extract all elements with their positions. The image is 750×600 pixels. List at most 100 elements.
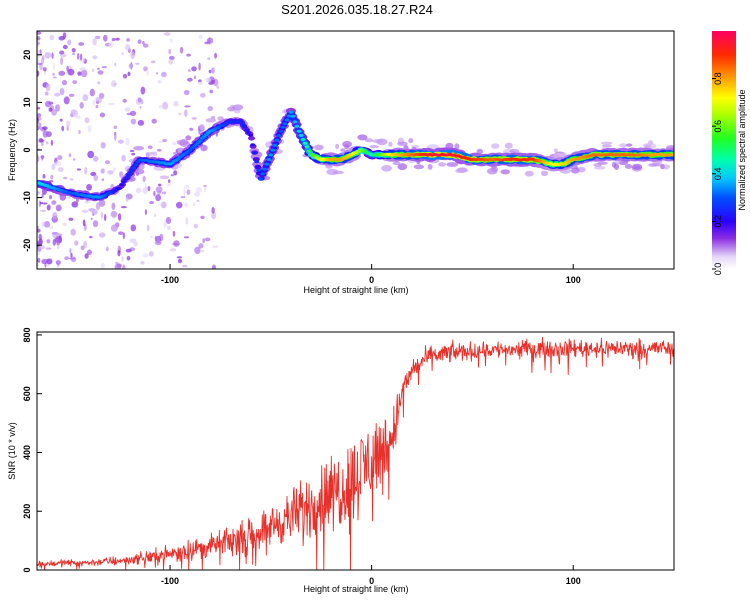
noise-speck <box>162 101 169 110</box>
noise-speck <box>92 38 97 46</box>
noise-speck <box>49 34 55 41</box>
noise-speck <box>124 107 131 112</box>
noise-speck <box>597 161 608 165</box>
ridge-mark <box>256 168 262 172</box>
noise-speck <box>70 256 77 263</box>
snr-y-label: SNR (10 * v/v) <box>7 422 17 480</box>
noise-speck <box>413 164 425 170</box>
noise-speck <box>117 250 121 257</box>
noise-speck <box>39 139 45 142</box>
noise-speck <box>71 48 76 53</box>
noise-speck <box>37 62 43 66</box>
noise-speck <box>100 262 105 269</box>
noise-speck <box>156 149 162 152</box>
ridge-mark <box>129 169 135 173</box>
noise-speck <box>601 144 613 148</box>
noise-speck <box>153 190 156 197</box>
ridge-mark <box>254 160 260 164</box>
noise-speck <box>577 166 586 173</box>
noise-speck <box>427 164 433 170</box>
noise-speck <box>52 231 59 239</box>
snr-panel: -100 0 100 0 200 400 600 800 Height of straigh… <box>7 327 675 594</box>
noise-speck <box>125 138 130 146</box>
noise-speck <box>60 57 63 65</box>
noise-speck <box>90 171 97 177</box>
ridge-mark <box>125 175 131 178</box>
noise-speck <box>91 68 95 72</box>
noise-speck <box>491 166 498 173</box>
snr-series-line <box>37 337 674 570</box>
noise-speck <box>79 67 87 71</box>
noise-speck <box>392 161 401 166</box>
noise-speck <box>186 189 191 196</box>
noise-speck <box>619 143 628 148</box>
noise-speck <box>99 112 106 118</box>
ridge-mark <box>121 180 127 184</box>
noise-speck <box>159 175 170 180</box>
noise-speck <box>183 89 190 96</box>
ridge-mark <box>258 177 264 181</box>
ridge-mark <box>117 186 123 190</box>
ridge-mark <box>246 131 252 135</box>
noise-speck <box>151 118 157 124</box>
noise-speck <box>194 75 196 80</box>
noise-speck <box>61 125 65 132</box>
ridge-mark <box>304 145 310 149</box>
noise-speck <box>651 163 664 167</box>
noise-speck <box>142 175 146 183</box>
noise-speck <box>200 144 208 152</box>
spectrogram-y-label: Frequency (Hz) <box>7 119 17 181</box>
noise-speck <box>104 160 111 165</box>
noise-speck <box>163 220 167 228</box>
noise-speck <box>155 194 162 202</box>
noise-speck <box>146 224 150 232</box>
noise-speck <box>184 202 189 207</box>
noise-speck <box>128 63 133 69</box>
noise-speck <box>193 192 201 197</box>
noise-speck <box>87 125 92 133</box>
ridge-mark <box>240 122 246 126</box>
ridge-mark <box>282 122 288 126</box>
noise-speck <box>144 209 147 216</box>
noise-speck <box>65 196 71 200</box>
noise-speck <box>397 141 408 146</box>
noise-speck <box>100 142 106 149</box>
x-tick-label: 100 <box>566 275 581 285</box>
noise-speck <box>97 70 104 75</box>
colorbar-ticks: 0.0 0.2 0.4 0.6 0.8 <box>712 72 723 275</box>
noise-speck <box>98 199 106 207</box>
noise-speck <box>154 235 157 242</box>
noise-speck <box>201 249 204 253</box>
noise-speck <box>146 69 149 76</box>
noise-speck <box>202 238 206 244</box>
noise-speck <box>49 195 52 200</box>
noise-speck <box>172 141 177 146</box>
ridge-mark <box>131 166 137 170</box>
ridge-mark <box>123 177 129 181</box>
noise-speck <box>42 126 48 131</box>
ridge-mark <box>268 153 274 157</box>
noise-speck <box>49 225 54 230</box>
noise-speck <box>397 163 408 171</box>
noise-speck <box>121 51 124 56</box>
noise-speck <box>184 105 191 108</box>
noise-speck <box>137 97 142 103</box>
noise-speck <box>149 235 154 238</box>
noise-speck <box>92 99 96 106</box>
noise-speck <box>199 123 205 131</box>
ridge-mark <box>203 133 209 137</box>
noise-speck <box>122 73 128 79</box>
noise-speck <box>57 155 63 161</box>
snr-background <box>37 332 674 570</box>
ridge-mark <box>671 153 674 157</box>
noise-speck <box>122 232 125 240</box>
noise-speck <box>39 245 46 250</box>
noise-speck <box>212 245 219 249</box>
x-tick-label: 100 <box>566 576 581 586</box>
noise-speck <box>62 222 67 227</box>
noise-speck <box>104 213 107 222</box>
y-tick-label: 0 <box>22 147 32 152</box>
ridge-mark <box>119 183 125 187</box>
noise-speck <box>119 171 123 178</box>
